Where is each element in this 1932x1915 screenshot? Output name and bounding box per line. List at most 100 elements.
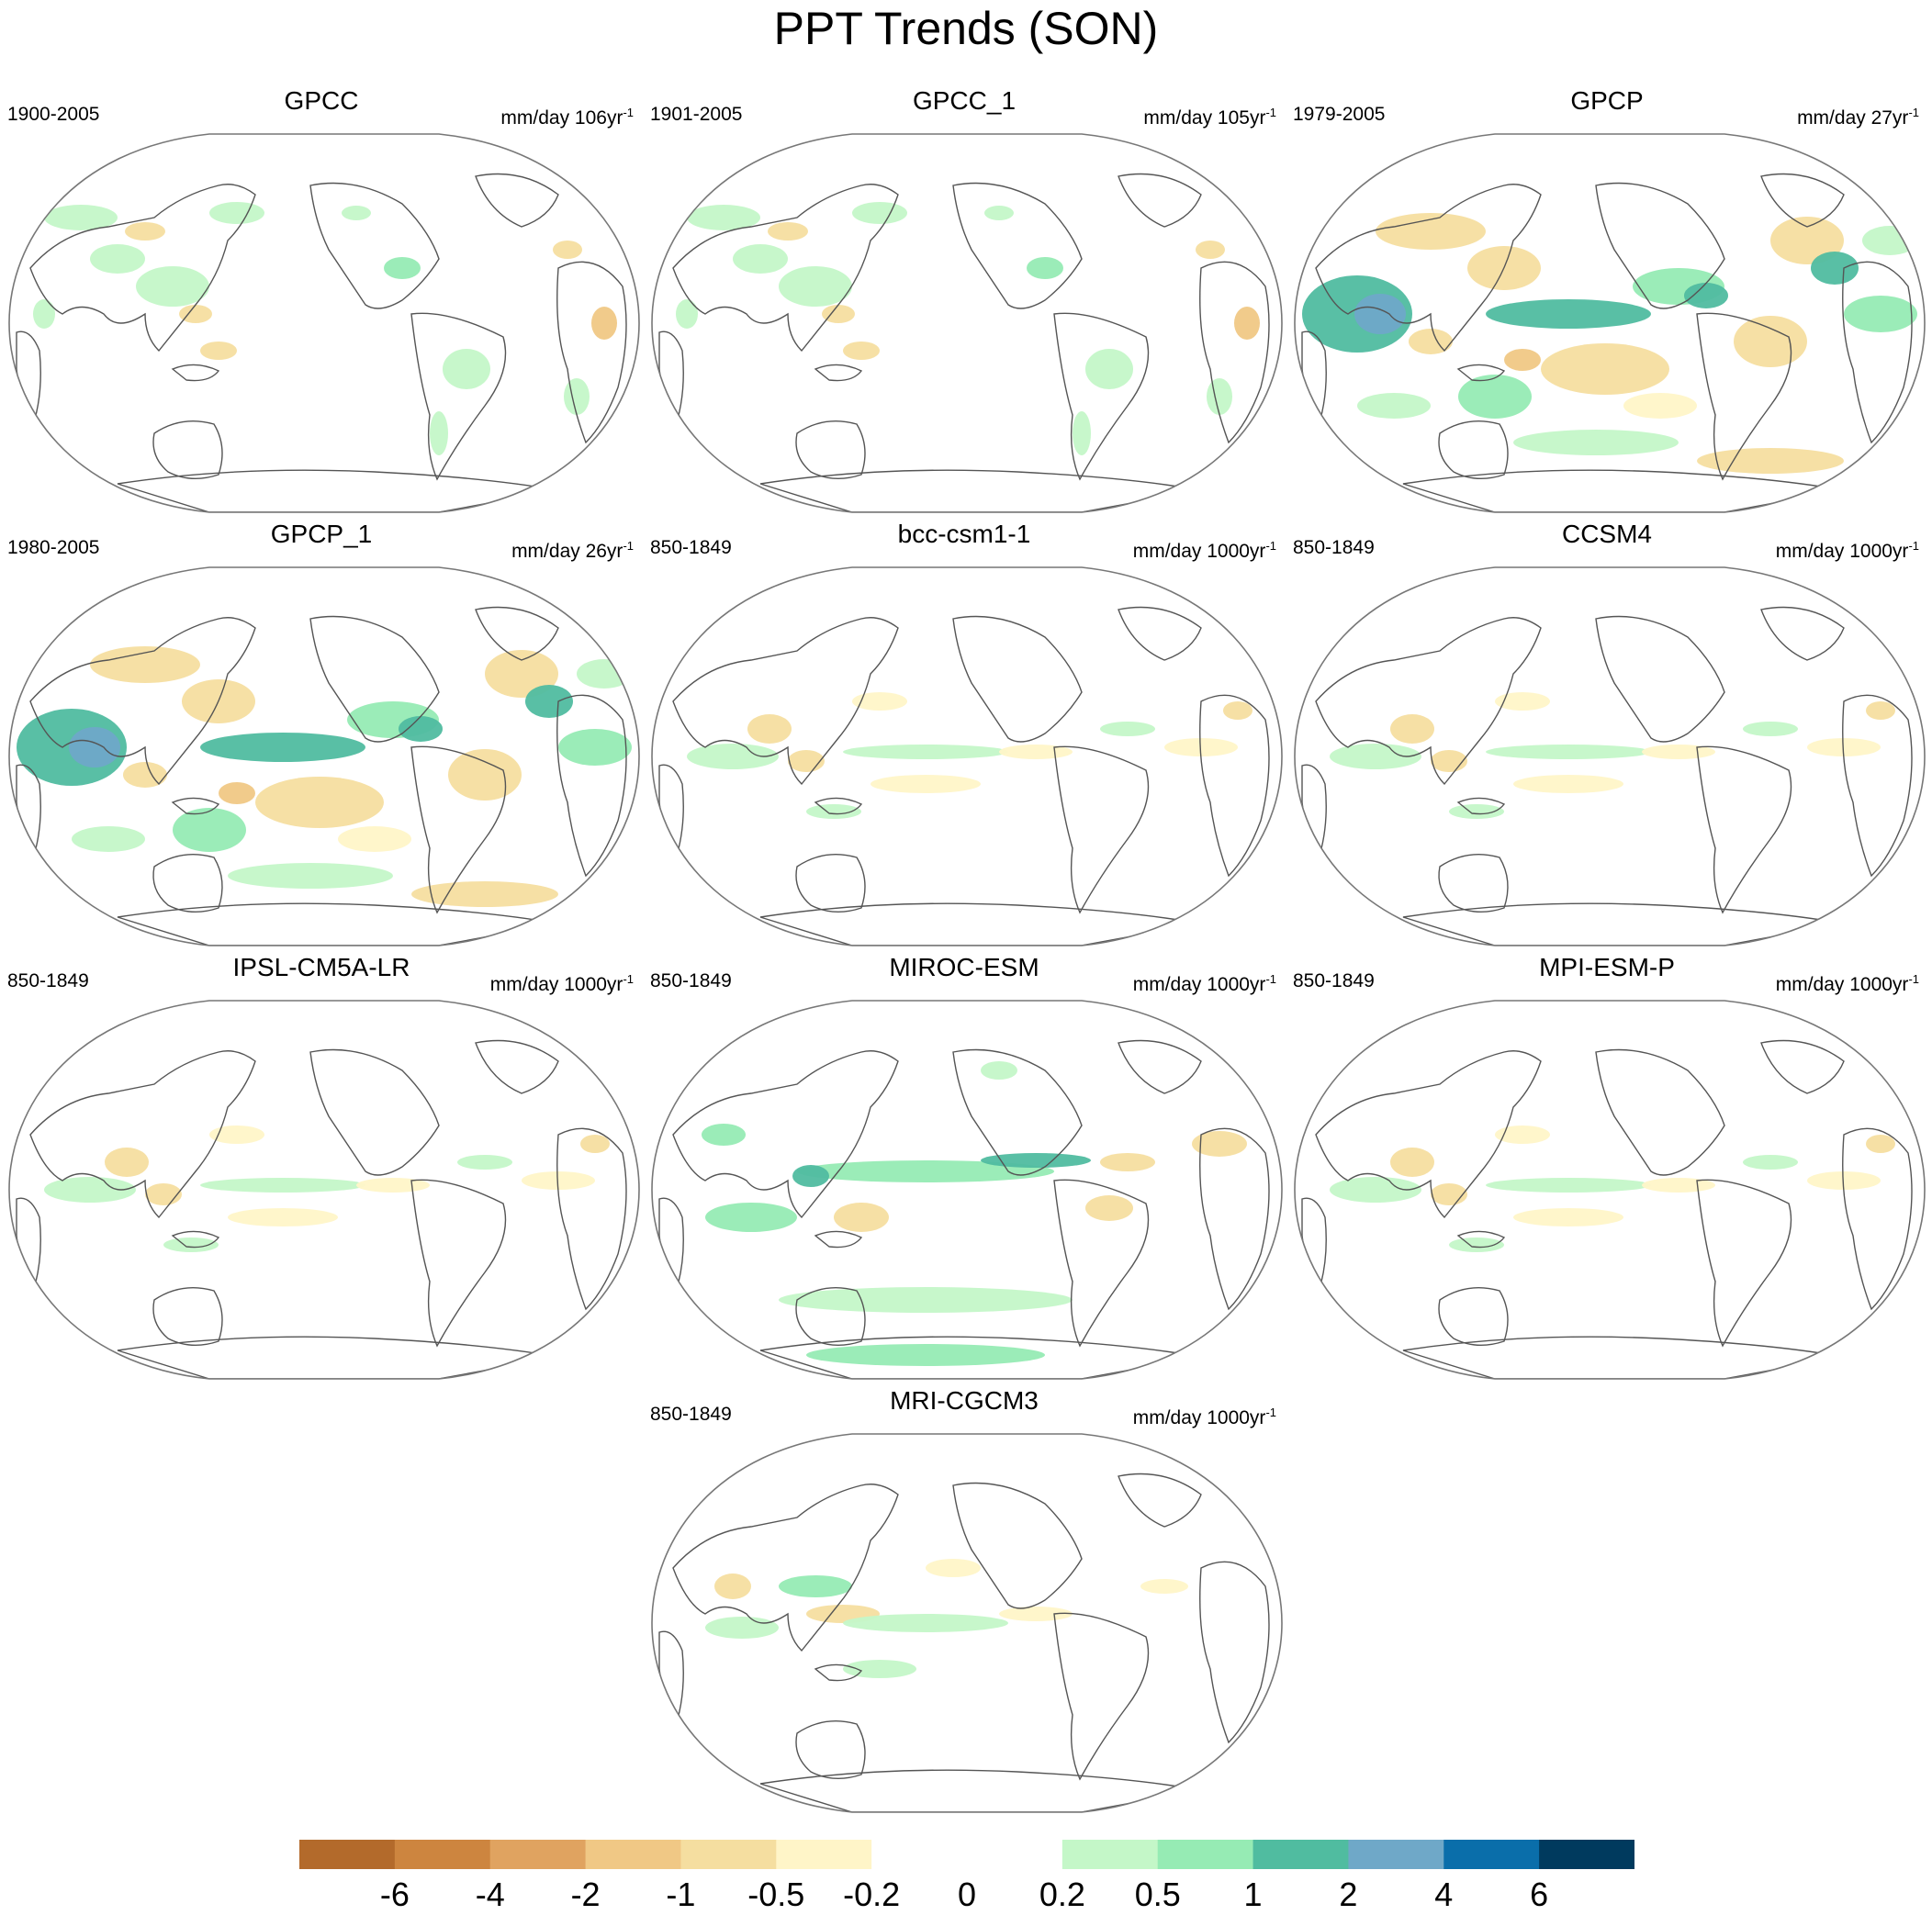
coastline [1315, 1050, 1542, 1219]
map-bcc-csm1-1 [651, 566, 1283, 946]
trend-region [687, 205, 760, 230]
coastline [795, 420, 866, 479]
panel-period: 1900-2005 [7, 104, 100, 125]
trend-region [1541, 343, 1669, 395]
trend-region [1376, 213, 1486, 250]
coastline [1118, 173, 1202, 228]
coastline [1315, 617, 1542, 786]
coastline [795, 853, 866, 913]
coastline [814, 797, 863, 815]
panel-period: 850-1849 [1293, 970, 1375, 991]
panel-title: GPCP [1570, 86, 1644, 115]
trend-region [1504, 349, 1541, 371]
colorbar-tick-label: -4 [476, 1876, 505, 1913]
panel-bcc-csm1-1: bcc-csm1-1 850-1849 mm/day 1000yr-1 [643, 520, 1286, 951]
trend-region [105, 1148, 149, 1177]
coastline [410, 745, 507, 914]
panel-title: CCSM4 [1561, 520, 1652, 548]
trend-region [834, 1203, 889, 1232]
trend-region [843, 1660, 916, 1678]
colorbar-tick-label: 0 [958, 1876, 976, 1913]
trend-region [687, 744, 779, 769]
trend-region [228, 1208, 338, 1226]
trend-region [448, 749, 522, 801]
trend-region [1684, 283, 1728, 308]
coastline [1199, 694, 1270, 878]
map-mpi-esm-p [1294, 1000, 1926, 1380]
coastline [171, 797, 220, 815]
trend-region [90, 244, 145, 274]
colorbar-tick-label: -2 [571, 1876, 601, 1913]
panel-miroc-esm: MIROC-ESM 850-1849 mm/day 1000yr-1 [643, 953, 1286, 1384]
map-frame [8, 566, 640, 946]
panel-title: GPCC_1 [912, 86, 1017, 115]
map-background [652, 1001, 1282, 1379]
coastline [1456, 1230, 1506, 1249]
trend-region [733, 244, 788, 274]
panel-title: MRI-CGCM3 [890, 1386, 1039, 1415]
coastline [29, 184, 256, 353]
panel-units: mm/day 26yr-1 [511, 539, 634, 562]
trend-region [768, 222, 808, 241]
trend-region [843, 745, 1008, 759]
coastline [1696, 1179, 1792, 1348]
trend-region [806, 804, 861, 819]
panel-title: bcc-csm1-1 [897, 520, 1031, 548]
trend-region [1431, 750, 1467, 772]
trend-region [411, 881, 558, 907]
trend-region [1196, 241, 1225, 259]
trend-region [525, 685, 573, 718]
trend-region [981, 1061, 1017, 1080]
panel-gpcc-1: GPCC_1 1901-2005 mm/day 105yr-1 [643, 86, 1286, 518]
panel-gpcp: GPCP 1979-2005 mm/day 27yr-1 [1286, 86, 1928, 518]
panel-units: mm/day 105yr-1 [1143, 106, 1276, 129]
trend-region [90, 646, 200, 683]
coastline [1053, 312, 1150, 481]
coastline [475, 1039, 559, 1094]
trend-region [1866, 1135, 1895, 1153]
trend-region [852, 692, 907, 711]
trend-region [1100, 1153, 1155, 1171]
trend-region [338, 826, 411, 852]
map-mri-cgcm3 [651, 1433, 1283, 1813]
panel-units: mm/day 1000yr-1 [1775, 972, 1919, 995]
coastline [1760, 606, 1845, 661]
panel-title: GPCC [284, 86, 359, 115]
trend-region [822, 305, 855, 323]
trend-region [981, 1153, 1091, 1168]
coastline [1438, 420, 1509, 479]
panel-ipsl-cm5a-lr: IPSL-CM5A-LR 850-1849 mm/day 1000yr-1 [0, 953, 643, 1384]
trend-region [485, 650, 558, 698]
panel-mpi-esm-p: MPI-ESM-P 850-1849 mm/day 1000yr-1 [1286, 953, 1928, 1384]
trend-region [1697, 448, 1844, 474]
trend-region [145, 1183, 182, 1205]
coastline [1595, 1048, 1725, 1176]
colorbar-tick-label: 6 [1530, 1876, 1548, 1913]
coastline [1842, 1127, 1913, 1311]
coastline [952, 615, 1083, 743]
colorbar-swatch [1443, 1840, 1540, 1869]
coastline [309, 1048, 440, 1176]
trend-region [123, 762, 167, 788]
coastline [672, 1050, 899, 1219]
trend-region [1073, 411, 1091, 455]
coastline [1118, 1473, 1202, 1528]
map-frame [1294, 1000, 1926, 1380]
coastline [171, 1230, 220, 1249]
trend-region [1449, 804, 1504, 819]
coastline [475, 173, 559, 228]
coastline [1199, 261, 1270, 444]
trend-region [591, 307, 617, 340]
coastline [1760, 1039, 1845, 1094]
panel-title: IPSL-CM5A-LR [232, 953, 410, 981]
coastline [410, 1179, 507, 1348]
colorbar-tick-label: -0.5 [747, 1876, 804, 1913]
trend-region [558, 729, 632, 766]
map-frame [651, 133, 1283, 513]
map-frame [8, 133, 640, 513]
trend-region [1234, 307, 1260, 340]
colorbar-swatch [299, 1840, 396, 1869]
coastline [1118, 1039, 1202, 1094]
trend-region [843, 1614, 1008, 1632]
coastline [556, 694, 627, 878]
